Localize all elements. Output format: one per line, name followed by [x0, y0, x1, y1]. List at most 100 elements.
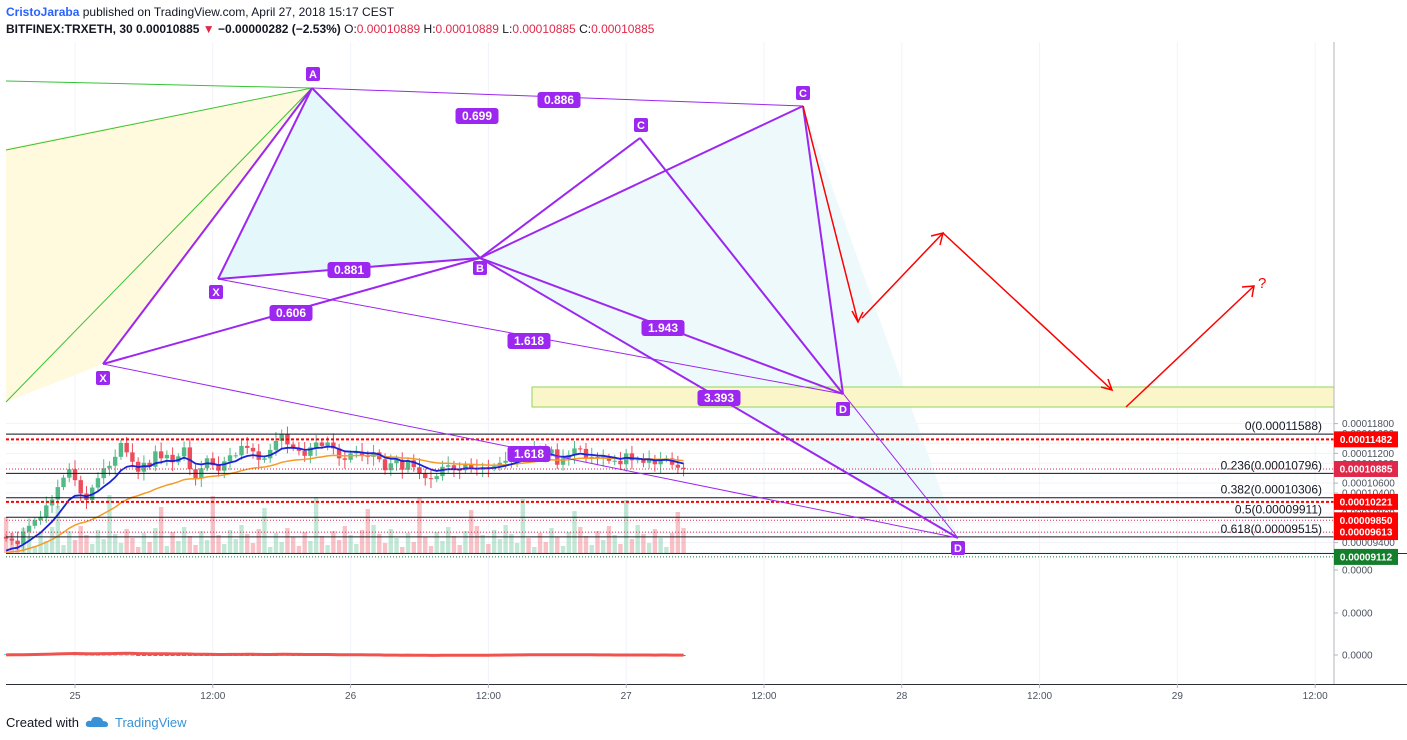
candle-body: [371, 452, 376, 457]
candle-body: [153, 451, 158, 467]
volume-bar: [623, 500, 629, 553]
volume-bar: [549, 528, 554, 553]
candle-body: [313, 442, 319, 448]
ratio-badge: [537, 92, 581, 108]
open-value: 0.00010889: [356, 22, 421, 36]
fib-level-label: 0.5(0.00009911): [1235, 502, 1322, 516]
volume-bar: [537, 533, 543, 553]
volume-bar: [417, 498, 422, 553]
volume-bar: [26, 537, 32, 553]
price-tag-box: [1334, 460, 1398, 477]
volume-bar: [170, 532, 175, 553]
volume-bar: [204, 540, 210, 553]
volume-bar: [681, 528, 686, 553]
candle-body: [78, 480, 83, 494]
leg-xa: [102, 87, 313, 365]
leg-bc: [479, 137, 641, 259]
volume-bar: [365, 509, 371, 553]
volume-bar: [95, 530, 101, 553]
candle-body: [164, 454, 170, 459]
volume-bar: [331, 531, 336, 553]
candle-body: [21, 531, 26, 545]
candle-body: [227, 455, 233, 462]
volume-bar: [250, 543, 256, 553]
candle-body: [72, 469, 78, 481]
volume-bar: [319, 536, 325, 553]
volume-bar: [216, 535, 221, 553]
ratio-badge: [507, 333, 551, 349]
bcd-outer-zone: [480, 106, 958, 538]
volume-bar: [84, 535, 89, 553]
volume-bar: [158, 507, 164, 553]
candle-body: [589, 456, 594, 458]
volume-bar: [411, 542, 416, 553]
pattern-point-badge: [836, 402, 850, 416]
tradingview-link[interactable]: TradingView: [114, 714, 187, 730]
volume-bar: [239, 525, 244, 553]
macd-histogram-bar: [113, 654, 118, 656]
down-arrow-icon: ▼: [202, 22, 215, 36]
close-value: 0.00010885: [591, 22, 655, 36]
candle-body: [222, 461, 227, 471]
macd-histogram-bar: [170, 655, 175, 656]
time-tick-label: 12:00: [1303, 691, 1328, 702]
created-with-text: Created with: [6, 714, 79, 730]
volume-bar: [526, 538, 531, 553]
indicator-pane[interactable]: [6, 554, 1334, 684]
volume-bar: [503, 525, 508, 553]
price-tag-label: 0.00009112: [1340, 552, 1393, 563]
candle-body: [141, 462, 147, 472]
volume-bar: [532, 547, 537, 553]
volume-bar: [468, 510, 474, 553]
macd-histogram-bar: [118, 654, 123, 656]
volume-bar: [652, 529, 658, 553]
question-mark-annotation: ?: [1258, 275, 1266, 292]
volume-bar: [606, 526, 612, 553]
volume-bar: [222, 544, 227, 553]
macd-histogram-bar: [159, 655, 164, 656]
candle-body: [107, 465, 112, 469]
volume-bar: [405, 533, 411, 553]
volume-bar: [388, 529, 393, 553]
leg-bc-2: [479, 105, 804, 259]
candle-body: [635, 459, 640, 461]
ratio-label: 3.393: [704, 391, 734, 405]
volume-bar: [210, 496, 215, 553]
candle-body: [331, 442, 336, 449]
price-tag-box: [1334, 431, 1398, 448]
volume-bar: [279, 542, 284, 553]
volume-bar: [262, 508, 267, 553]
candle-body: [239, 445, 244, 456]
volume-bar: [601, 540, 606, 553]
volume-bar: [572, 511, 577, 553]
candle-body: [319, 442, 325, 446]
volume-bar: [342, 526, 348, 553]
symbol-label[interactable]: BITFINEX:TRXETH, 30: [6, 22, 133, 36]
candle-body: [336, 448, 342, 459]
ratio-label: 1.618: [514, 334, 544, 348]
close-label: C:: [579, 22, 592, 36]
volume-bar: [359, 530, 365, 553]
volume-bar: [273, 533, 279, 553]
candle-body: [578, 448, 583, 450]
ohlc-line: BITFINEX:TRXETH, 30 0.00010885 ▼ −0.0000…: [6, 21, 1326, 38]
volume-bar: [233, 539, 238, 553]
pattern-point-badge: [796, 86, 810, 100]
volume-bar: [313, 497, 319, 553]
volume-bar: [664, 547, 669, 553]
candle-body: [55, 487, 60, 500]
candle-body: [348, 453, 353, 460]
author-link[interactable]: CristoJaraba: [6, 5, 80, 19]
volume-bar: [382, 543, 388, 553]
candle-body: [112, 456, 118, 466]
arrow-head: [1100, 378, 1114, 392]
macd-histogram-bar: [84, 654, 89, 656]
ratio-badge: [641, 320, 685, 336]
ratio-label: 0.606: [276, 306, 306, 320]
volume-bar: [268, 547, 273, 553]
volume-bar: [589, 545, 594, 553]
published-text: published on TradingView.com, April 27, …: [82, 5, 395, 19]
low-label: L:: [502, 22, 513, 36]
volume-bar: [147, 542, 152, 553]
ratio-badge: [507, 446, 551, 462]
